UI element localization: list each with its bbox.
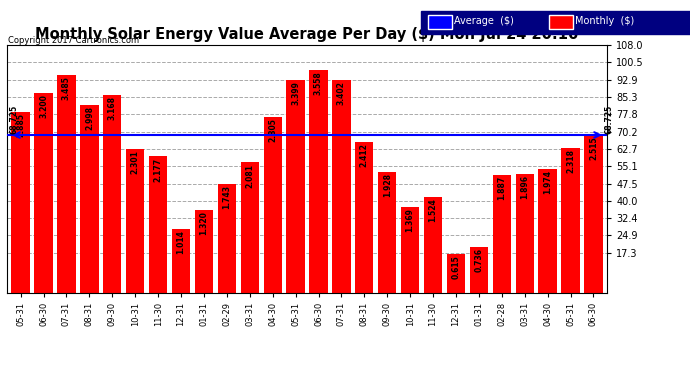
Bar bbox=[103, 94, 121, 292]
Bar bbox=[378, 172, 397, 292]
Bar bbox=[584, 135, 602, 292]
Text: 1.974: 1.974 bbox=[543, 170, 552, 194]
Text: Average  ($): Average ($) bbox=[454, 16, 514, 26]
Text: 3.485: 3.485 bbox=[62, 76, 71, 100]
Text: 2.301: 2.301 bbox=[130, 150, 139, 174]
Bar bbox=[562, 148, 580, 292]
Bar bbox=[401, 207, 420, 292]
Text: 1.896: 1.896 bbox=[520, 175, 529, 199]
Text: 2.412: 2.412 bbox=[359, 143, 369, 167]
Bar bbox=[34, 93, 52, 292]
Bar bbox=[149, 156, 167, 292]
Bar bbox=[470, 246, 488, 292]
Text: 3.399: 3.399 bbox=[291, 81, 300, 105]
Text: 2.318: 2.318 bbox=[566, 149, 575, 173]
Text: 68.725: 68.725 bbox=[9, 105, 18, 134]
Bar bbox=[172, 229, 190, 292]
Bar bbox=[493, 175, 511, 292]
Text: 1.369: 1.369 bbox=[406, 208, 415, 232]
Text: 3.200: 3.200 bbox=[39, 94, 48, 117]
Text: 3.558: 3.558 bbox=[314, 71, 323, 95]
Bar bbox=[57, 75, 76, 292]
Bar bbox=[355, 142, 373, 292]
Text: 2.515: 2.515 bbox=[589, 136, 598, 160]
Text: 68.725: 68.725 bbox=[605, 105, 614, 134]
Text: 3.168: 3.168 bbox=[108, 96, 117, 120]
Text: 1.320: 1.320 bbox=[199, 211, 208, 235]
Bar bbox=[195, 210, 213, 292]
Text: Monthly  ($): Monthly ($) bbox=[575, 16, 634, 26]
Title: Monthly Solar Energy Value Average Per Day ($) Mon Jul 24 20:16: Monthly Solar Energy Value Average Per D… bbox=[35, 27, 579, 42]
Text: 2.998: 2.998 bbox=[85, 106, 94, 130]
Bar bbox=[12, 112, 30, 292]
Bar bbox=[424, 197, 442, 292]
Bar bbox=[264, 117, 282, 292]
Bar bbox=[241, 162, 259, 292]
Bar bbox=[286, 80, 305, 292]
Text: 1.928: 1.928 bbox=[383, 173, 392, 197]
Text: 1.524: 1.524 bbox=[428, 198, 437, 222]
Text: 2.081: 2.081 bbox=[245, 164, 255, 188]
Bar bbox=[126, 149, 144, 292]
Text: 0.736: 0.736 bbox=[475, 248, 484, 272]
Bar bbox=[447, 254, 465, 292]
Bar bbox=[538, 169, 557, 292]
Bar bbox=[80, 105, 99, 292]
Text: 0.615: 0.615 bbox=[451, 255, 460, 279]
Bar bbox=[217, 184, 236, 292]
Bar bbox=[515, 174, 534, 292]
Text: 1.014: 1.014 bbox=[177, 230, 186, 254]
Text: 1.743: 1.743 bbox=[222, 185, 231, 209]
Text: 3.402: 3.402 bbox=[337, 81, 346, 105]
Text: 2.805: 2.805 bbox=[268, 118, 277, 142]
Text: Copyright 2017 Cartronics.com: Copyright 2017 Cartronics.com bbox=[8, 36, 139, 45]
Text: 2.177: 2.177 bbox=[154, 158, 163, 182]
Text: 2.885: 2.885 bbox=[16, 113, 25, 137]
Bar bbox=[309, 70, 328, 292]
Text: 1.887: 1.887 bbox=[497, 176, 506, 200]
Bar bbox=[333, 80, 351, 292]
